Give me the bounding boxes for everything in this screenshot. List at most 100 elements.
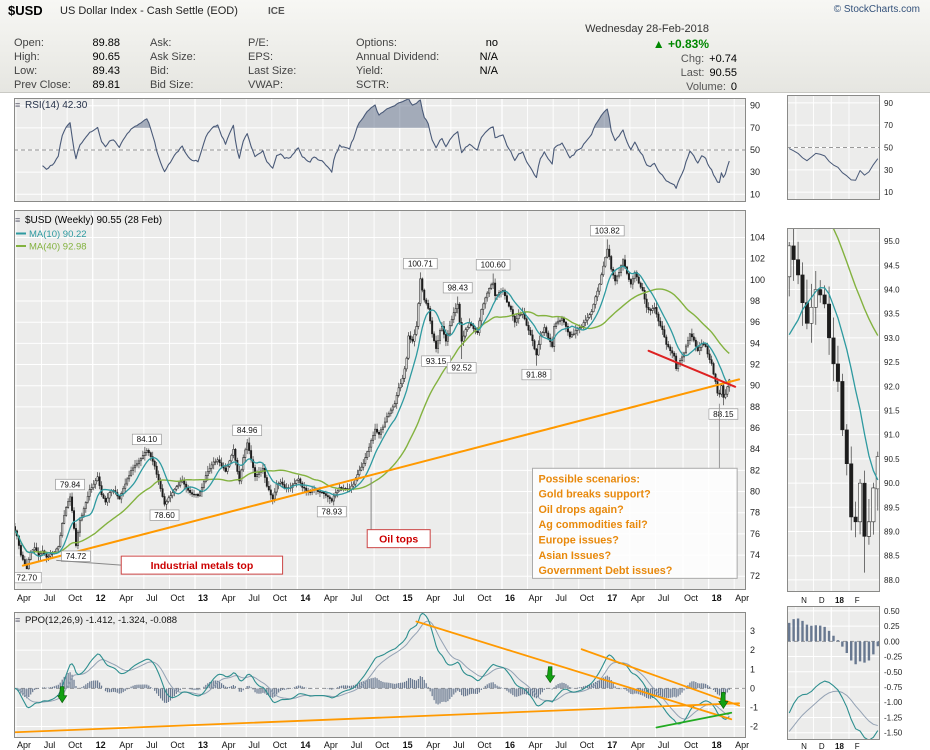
x-axis-label: Jul: [146, 593, 158, 603]
y-axis-label: 72: [750, 571, 760, 581]
x-axis-label: Jul: [248, 740, 260, 750]
scenario-line: Ag commodities fail?: [539, 519, 648, 531]
y-axis-label: 88.0: [884, 576, 900, 585]
y-axis-label: 94: [750, 338, 760, 348]
price-label-chip: [708, 408, 739, 420]
y-axis-label: -0.75: [884, 683, 903, 692]
x-axis-label: Apr: [735, 740, 749, 750]
ppo-legend: PPO(12,26,9) -1.412, -1.324, -0.088: [25, 615, 177, 626]
y-axis-label: 1: [750, 664, 755, 674]
rsi-legend: RSI(14) 42.30: [25, 100, 88, 111]
x-axis-label: Apr: [119, 593, 133, 603]
price-label-text: 92.52: [451, 364, 472, 373]
y-axis-label: 95.0: [884, 237, 900, 246]
quote-summary: Wednesday 28-Feb-2018 ▲ +0.83% Chg: +0.74…: [553, 22, 745, 94]
y-axis-label: 90.5: [884, 455, 900, 464]
quote-row: Ask:: [150, 36, 234, 50]
callout-text: Oil tops: [379, 533, 418, 545]
price-label-chip: [442, 282, 473, 294]
quote-value: 90.55: [709, 67, 737, 79]
price-label-text: 74.72: [66, 552, 87, 561]
panel-menu-icon: ≡: [15, 100, 20, 110]
y-axis-label: 94.0: [884, 285, 900, 294]
price-label-text: 79.84: [60, 480, 81, 489]
price-label-chip: [316, 506, 347, 518]
mini-ppo-panel: 0.50 0.25 0.00 -0.25 -0.50 -0.75 -1.00 -1.25 -1.…: [787, 606, 903, 740]
y-axis-label: -1.25: [884, 713, 903, 722]
x-axis-label: Oct: [170, 593, 185, 603]
y-axis-label: 88: [750, 402, 760, 412]
quote-label: Yield:: [356, 65, 384, 77]
quote-value: 90.65: [92, 51, 120, 63]
x-axis-label: Apr: [529, 593, 543, 603]
quote-value: 89.43: [92, 65, 120, 77]
quote-row: Yield: N/A: [356, 64, 498, 78]
y-axis-label: 91.0: [884, 431, 900, 440]
price-trendline: [21, 378, 741, 567]
ppo-trendline: [580, 648, 741, 707]
price-label-text: 84.96: [237, 426, 258, 435]
scenario-line: Europe issues?: [539, 534, 619, 546]
x-axis-label: Oct: [684, 593, 699, 603]
x-axis-label: D: [819, 742, 825, 750]
quote-date: Wednesday 28-Feb-2018: [585, 23, 709, 35]
x-axis-label: 16: [505, 593, 515, 603]
y-axis-label: 10: [884, 188, 893, 197]
x-axis-label: N: [801, 742, 807, 750]
quote-row: High: 90.65: [14, 50, 120, 64]
quote-label: High:: [14, 51, 40, 63]
ma40-legend: MA(40) 92.98: [29, 242, 87, 253]
x-axis-label: Jul: [351, 593, 363, 603]
x-axis-label: Oct: [580, 593, 595, 603]
x-axis-label: Apr: [426, 593, 440, 603]
quote-label: Volume:: [686, 81, 726, 93]
y-axis-label: 89.0: [884, 527, 900, 536]
x-axis-label: Oct: [273, 740, 288, 750]
y-axis-label: 102: [750, 254, 765, 264]
y-axis-label: 84: [750, 444, 760, 454]
price-label-chip: [403, 257, 438, 270]
change-percent-value: +0.83%: [667, 37, 709, 51]
ma40-line: [14, 288, 730, 554]
x-axis-label: 18: [835, 742, 844, 750]
y-axis-label: 92: [750, 360, 760, 370]
quote-column: P/E: EPS: Last Size: VWAP:: [248, 36, 344, 92]
ppo-histogram: [788, 618, 879, 665]
scenario-line: Gold breaks support?: [539, 489, 651, 501]
scenario-line: Government Debt issues?: [539, 565, 673, 577]
y-axis-label: 94.5: [884, 261, 900, 270]
price-label-text: 103.82: [595, 226, 620, 235]
quote-label: Ask Size:: [150, 51, 196, 63]
panel-menu-icon: ≡: [15, 615, 20, 625]
ppo-line: [14, 612, 730, 725]
quote-volume-row: Volume: 0: [553, 80, 745, 94]
quote-label: EPS:: [248, 51, 274, 63]
quote-row: Open: 89.88: [14, 36, 120, 50]
quote-value: 89.88: [92, 37, 120, 49]
x-axis-label: Oct: [273, 593, 288, 603]
quote-label: Annual Dividend:: [356, 51, 440, 63]
x-axis-label: Jul: [658, 593, 670, 603]
x-axis-label: 13: [198, 740, 208, 750]
x-axis-label: Oct: [477, 593, 492, 603]
price-legend: $USD (Weekly) 90.55 (28 Feb): [25, 215, 162, 226]
y-axis-label: 2: [750, 645, 755, 655]
price-label-chip: [446, 362, 477, 374]
x-axis-label: Oct: [170, 740, 185, 750]
y-axis-label: 50: [750, 145, 760, 155]
quote-row: Low: 89.43: [14, 64, 120, 78]
mini-price-panel: 95.0 94.5 94.0 93.5 93.0 92.5 92.0 91.5 91.0 90.5…: [787, 228, 900, 592]
y-axis-label: 30: [884, 166, 893, 175]
x-axis-label: Apr: [631, 740, 645, 750]
y-axis-label: 89.5: [884, 503, 900, 512]
quote-label: P/E:: [248, 37, 269, 49]
x-axis-label: Jul: [44, 740, 56, 750]
mini-ma10-line: [788, 286, 879, 481]
scenario-line: Possible scenarios:: [539, 473, 640, 485]
y-axis-label: 76: [750, 529, 760, 539]
ticker-symbol: $USD: [8, 3, 43, 18]
x-axis-label: 13: [198, 593, 208, 603]
y-axis-label: 78: [750, 508, 760, 518]
y-axis-label: 70: [750, 123, 760, 133]
x-axis-label: Jul: [453, 740, 465, 750]
